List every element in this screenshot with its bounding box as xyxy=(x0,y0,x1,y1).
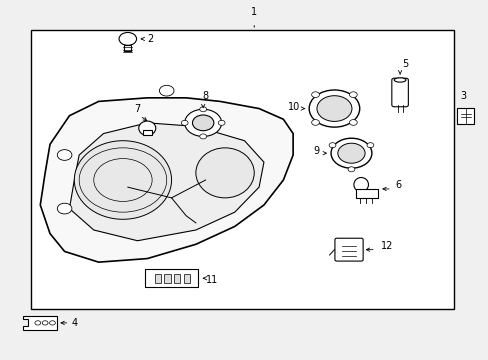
Text: 10: 10 xyxy=(287,102,300,112)
FancyBboxPatch shape xyxy=(164,274,170,283)
Circle shape xyxy=(192,115,213,131)
Text: 9: 9 xyxy=(313,147,319,157)
Text: 1: 1 xyxy=(251,8,257,18)
Circle shape xyxy=(42,321,48,325)
FancyBboxPatch shape xyxy=(391,78,407,107)
FancyBboxPatch shape xyxy=(154,274,161,283)
Polygon shape xyxy=(23,316,57,330)
Circle shape xyxy=(49,321,55,325)
Circle shape xyxy=(119,32,136,45)
Circle shape xyxy=(57,150,72,160)
Circle shape xyxy=(218,120,224,125)
Circle shape xyxy=(200,107,206,112)
FancyBboxPatch shape xyxy=(456,108,473,123)
Text: 8: 8 xyxy=(202,91,208,102)
Ellipse shape xyxy=(74,141,171,219)
Text: 2: 2 xyxy=(147,34,153,44)
FancyBboxPatch shape xyxy=(144,269,198,287)
Text: 11: 11 xyxy=(205,275,218,285)
FancyBboxPatch shape xyxy=(334,238,363,261)
Ellipse shape xyxy=(393,78,405,82)
Circle shape xyxy=(330,138,371,168)
Text: 7: 7 xyxy=(134,104,141,114)
FancyBboxPatch shape xyxy=(356,189,377,198)
Polygon shape xyxy=(40,98,292,262)
FancyBboxPatch shape xyxy=(174,274,180,283)
Circle shape xyxy=(181,120,188,125)
Circle shape xyxy=(366,143,373,148)
Text: 4: 4 xyxy=(72,318,78,328)
Circle shape xyxy=(337,143,365,163)
Circle shape xyxy=(200,134,206,139)
FancyBboxPatch shape xyxy=(124,45,131,51)
Circle shape xyxy=(328,143,335,148)
Circle shape xyxy=(159,85,174,96)
Text: 6: 6 xyxy=(394,180,401,190)
Circle shape xyxy=(184,109,221,136)
FancyBboxPatch shape xyxy=(30,30,453,309)
Circle shape xyxy=(57,203,72,214)
Circle shape xyxy=(311,120,319,125)
Text: 12: 12 xyxy=(380,241,392,251)
Polygon shape xyxy=(69,123,264,241)
Ellipse shape xyxy=(139,121,156,135)
FancyBboxPatch shape xyxy=(142,130,151,135)
Circle shape xyxy=(308,90,359,127)
Circle shape xyxy=(347,167,354,172)
Circle shape xyxy=(311,92,319,98)
Text: 5: 5 xyxy=(401,59,407,69)
Ellipse shape xyxy=(353,177,368,192)
Circle shape xyxy=(316,96,351,121)
FancyBboxPatch shape xyxy=(183,274,190,283)
Ellipse shape xyxy=(196,148,254,198)
Text: 3: 3 xyxy=(459,91,466,102)
Circle shape xyxy=(349,120,357,125)
Circle shape xyxy=(35,321,41,325)
Circle shape xyxy=(349,92,357,98)
